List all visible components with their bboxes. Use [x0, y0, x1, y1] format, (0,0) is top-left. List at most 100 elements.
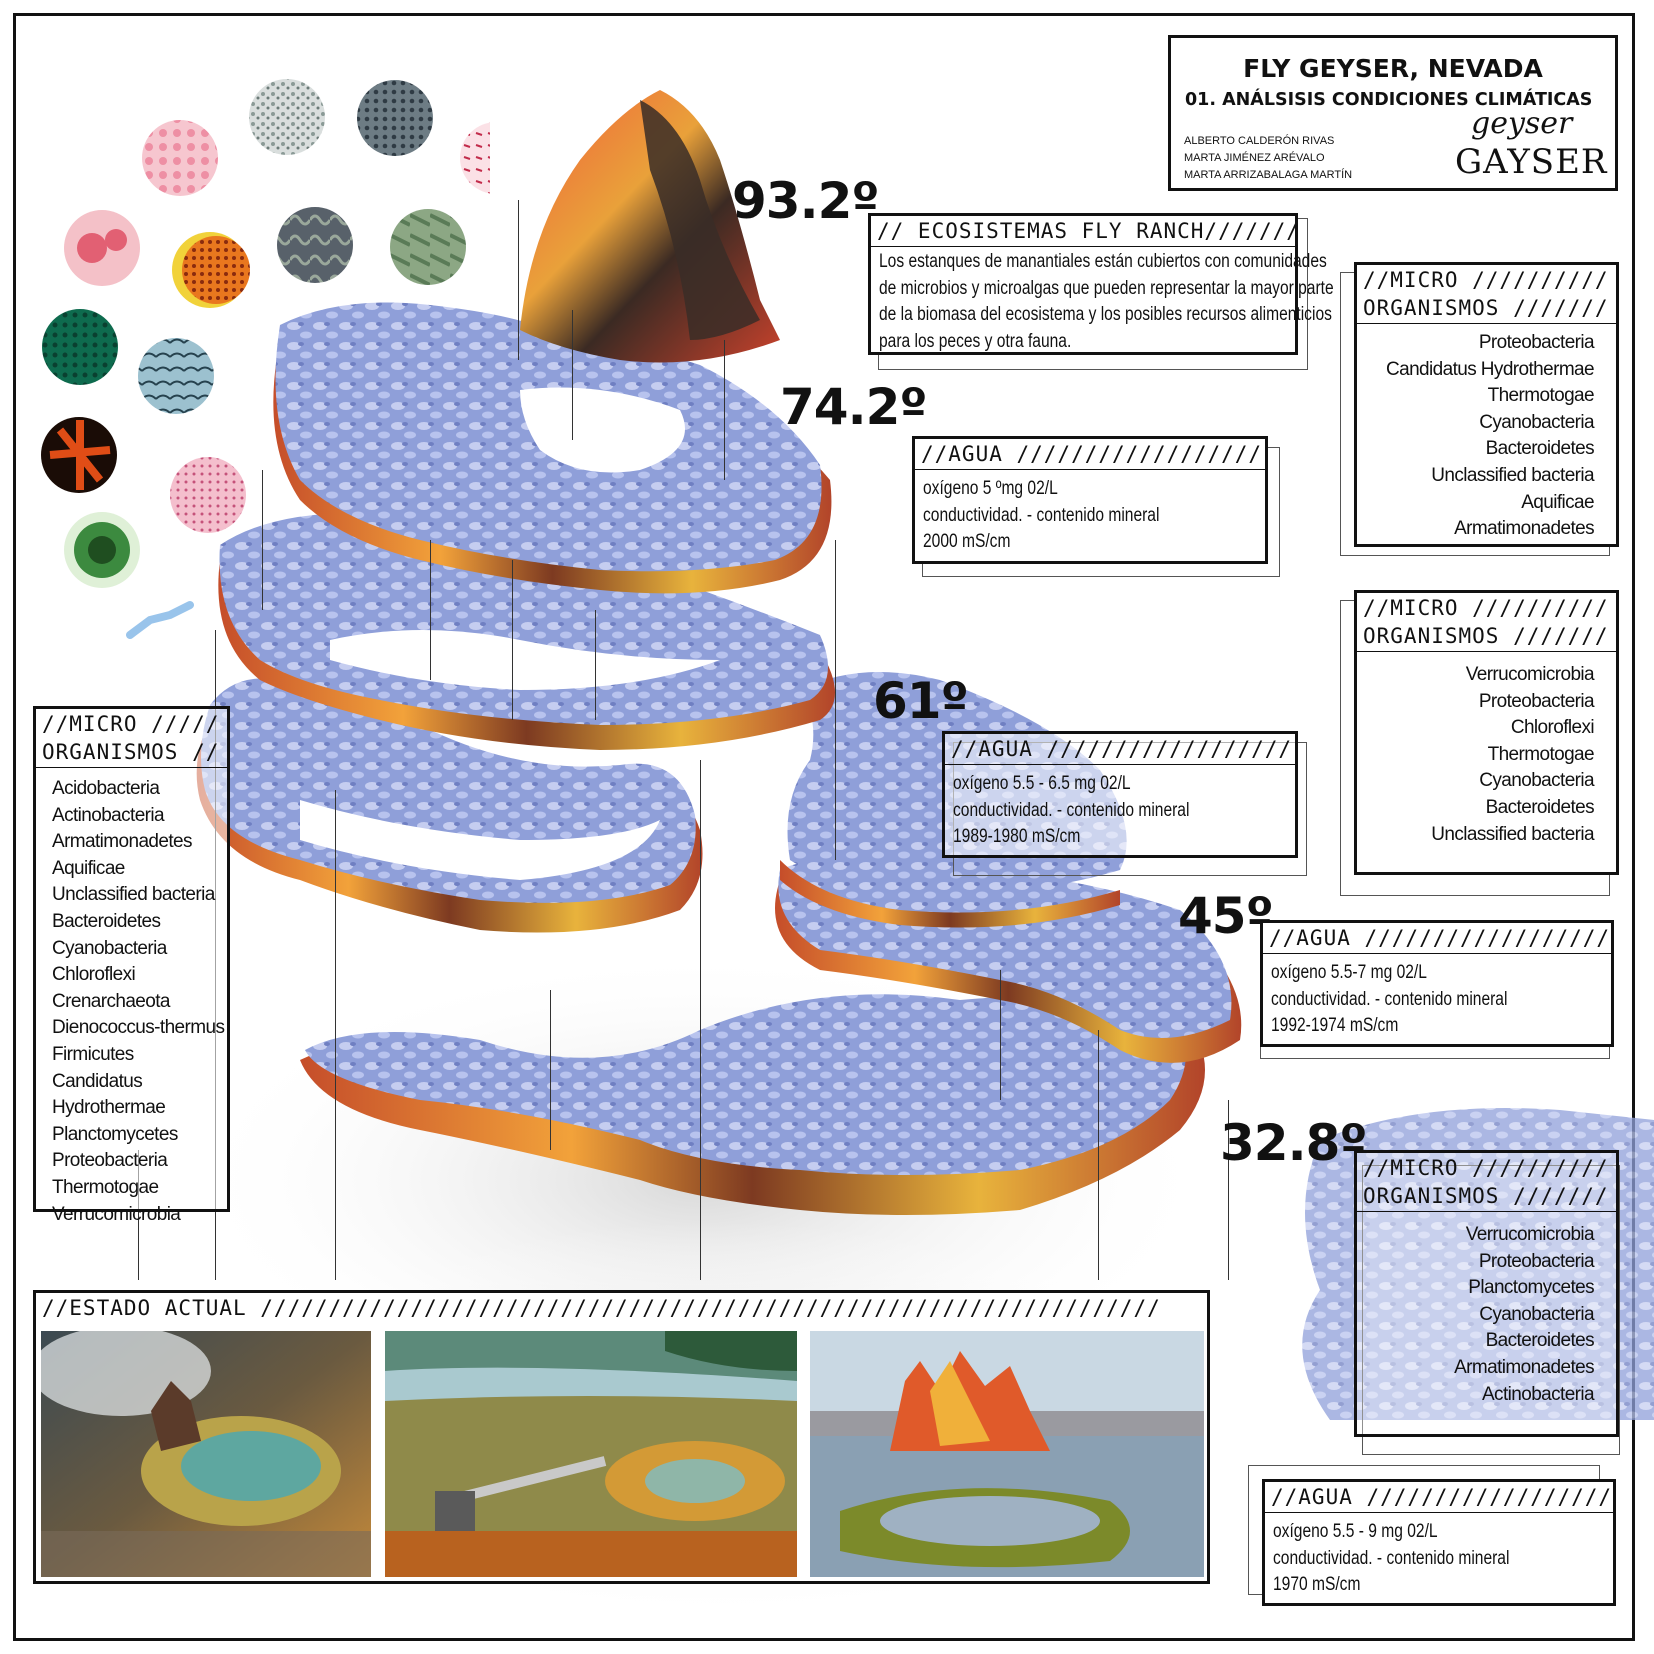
- micro-item: Chloroflexi: [52, 964, 136, 986]
- micro-item: Bacteroidetes: [52, 910, 161, 932]
- water-oxygen: oxígeno 5 ºmg 02/L: [923, 478, 1058, 499]
- water-value: 2000 mS/cm: [923, 531, 1011, 552]
- micro-item: Verrucomicrobia: [52, 1203, 181, 1225]
- temperature-label-93: 93.2º: [732, 172, 880, 230]
- poster-subtitle: 01. ANÁLSISIS CONDICIONES CLIMÁTICAS: [1185, 90, 1593, 110]
- leader-line: [1000, 970, 1001, 1100]
- water-header: //AGUA //////////////////: [915, 439, 1265, 470]
- micro-box-middle: //MICRO ////////// ORGANISMOS /////// Ve…: [1354, 590, 1619, 875]
- temperature-label-45: 45º: [1178, 887, 1274, 945]
- micro-item: Unclassified bacteria: [52, 884, 215, 906]
- micro-header-line: ORGANISMOS ///////: [1357, 621, 1616, 652]
- ecosystem-box: // ECOSISTEMAS FLY RANCH/////// Los esta…: [868, 213, 1334, 355]
- leader-line: [700, 760, 701, 1280]
- water-conductivity: conductividad. - contenido mineral: [923, 504, 1160, 526]
- micro-item: Actinobacteria: [52, 804, 165, 826]
- author-3: MARTA ARRIZABALAGA MARTÍN: [1184, 169, 1353, 181]
- temperature-label-32: 32.8º: [1220, 1114, 1368, 1172]
- water-oxygen: oxígeno 5.5-7 mg 02/L: [1271, 962, 1427, 983]
- micro-item: Thermotogae: [1487, 385, 1595, 407]
- micro-item: Crenarchaeota: [52, 990, 170, 1012]
- title-block: FLY GEYSER, NEVADA 01. ANÁLSISIS CONDICI…: [1168, 35, 1618, 191]
- estado-header: //ESTADO ACTUAL ////////////////////////…: [42, 1296, 1161, 1320]
- leader-line: [724, 340, 725, 480]
- water-value: 1992-1974 mS/cm: [1271, 1015, 1399, 1036]
- micro-header-line: ORGANISMOS ///////: [1357, 1181, 1616, 1212]
- leader-line: [550, 990, 551, 1150]
- micro-item: Proteobacteria: [1478, 332, 1595, 353]
- water-box-4: //AGUA ////////////////// oxígeno 5.5 - …: [1262, 1479, 1616, 1606]
- micro-box-bottom: //MICRO ////////// ORGANISMOS /////// Ve…: [1354, 1150, 1619, 1437]
- micro-header-line: //MICRO //////////: [1363, 596, 1609, 620]
- author-2: MARTA JIMÉNEZ ARÉVALO: [1184, 152, 1325, 164]
- micro-item: Cyanobacteria: [1479, 1303, 1594, 1325]
- leader-line: [835, 540, 836, 860]
- ecosystem-text-line: de la biomasa del ecosistema y los posib…: [879, 304, 1332, 325]
- micro-item: Proteobacteria: [52, 1150, 168, 1172]
- micro-item: Verrucomicrobia: [1465, 664, 1595, 685]
- micro-header-line: //MICRO //////////: [1363, 268, 1609, 292]
- micro-item: Cyanobacteria: [1479, 411, 1594, 433]
- photo-geyser-steam: [41, 1331, 371, 1577]
- micro-list: Proteobacteria Candidatus Hydrothermae T…: [1357, 324, 1616, 543]
- micro-item: Armatimonadetes: [1454, 518, 1595, 540]
- water-conductivity: conductividad. - contenido mineral: [953, 799, 1190, 821]
- micro-header-line: //MICRO //////////: [1363, 1156, 1609, 1180]
- ecosystem-header: // ECOSISTEMAS FLY RANCH///////: [871, 216, 1295, 247]
- micro-item: Chloroflexi: [1510, 717, 1595, 739]
- leader-line: [138, 1150, 139, 1280]
- micro-item: Aquificae: [1521, 491, 1594, 513]
- micro-item: Aquificae: [52, 857, 125, 879]
- leader-line: [572, 310, 573, 440]
- micro-item: Bacteroidetes: [1485, 796, 1595, 818]
- poster-title: FLY GEYSER, NEVADA: [1243, 54, 1543, 83]
- water-header: //AGUA //////////////////: [1263, 923, 1611, 954]
- micro-item: Firmicutes: [52, 1043, 134, 1065]
- ecosystem-text-line: de microbios y microalgas que pueden rep…: [879, 277, 1334, 299]
- micro-item: Proteobacteria: [1478, 1250, 1595, 1272]
- water-box-2: //AGUA ////////////////// oxígeno 5.5 - …: [942, 731, 1298, 858]
- micro-header-line: ORGANISMOS //: [36, 737, 227, 768]
- micro-item: Dienococcus-thermus: [52, 1017, 225, 1039]
- leader-line: [1228, 1100, 1229, 1280]
- logo-script: geyser: [1471, 106, 1573, 141]
- water-header: //AGUA //////////////////: [945, 734, 1295, 765]
- leader-line: [595, 610, 596, 720]
- micro-item: Unclassified bacteria: [1431, 823, 1594, 845]
- water-value: 1970 mS/cm: [1273, 1574, 1361, 1595]
- micro-item: Planctomycetes: [52, 1123, 178, 1145]
- micro-item: Actinobacteria: [1481, 1383, 1595, 1405]
- micro-list: Verrucomicrobia Proteobacteria Chlorofle…: [1357, 652, 1616, 848]
- micro-item: Planctomycetes: [1468, 1277, 1594, 1299]
- leader-line: [430, 540, 431, 680]
- author-1: ALBERTO CALDERÓN RIVAS: [1184, 135, 1335, 147]
- micro-box-left: //MICRO ///// ORGANISMOS // Acidobacteri…: [33, 706, 230, 1225]
- water-conductivity: conductividad. - contenido mineral: [1271, 988, 1508, 1010]
- micro-item: Verrucomicrobia: [1465, 1224, 1595, 1245]
- water-box-3: //AGUA ////////////////// oxígeno 5.5-7 …: [1260, 920, 1614, 1047]
- micro-header-line: ORGANISMOS ///////: [1357, 293, 1616, 324]
- estado-actual-panel: //ESTADO ACTUAL ////////////////////////…: [33, 1290, 1210, 1584]
- micro-list: Acidobacteria Actinobacteria Armatimonad…: [36, 768, 227, 1228]
- micro-item: Cyanobacteria: [52, 937, 167, 959]
- leader-line: [335, 790, 336, 1280]
- water-oxygen: oxígeno 5.5 - 6.5 mg 02/L: [953, 773, 1131, 794]
- leader-line: [262, 470, 263, 610]
- micro-item: Bacteroidetes: [1485, 438, 1595, 460]
- temperature-label-61: 61º: [873, 672, 969, 730]
- poster-frame: [13, 13, 1635, 1641]
- micro-item: Candidatus Hydrothermae: [52, 1070, 166, 1119]
- water-header: //AGUA //////////////////: [1265, 1482, 1613, 1513]
- micro-item: Unclassified bacteria: [1431, 464, 1594, 486]
- micro-item: Candidatus Hydrothermae: [1386, 358, 1595, 380]
- water-oxygen: oxígeno 5.5 - 9 mg 02/L: [1273, 1521, 1438, 1542]
- temperature-label-74: 74.2º: [780, 378, 928, 436]
- micro-item: Proteobacteria: [1478, 690, 1595, 712]
- micro-item: Acidobacteria: [52, 778, 160, 799]
- ecosystem-text-line: para los peces y otra fauna.: [879, 330, 1072, 352]
- water-box-1: //AGUA ////////////////// oxígeno 5 ºmg …: [912, 436, 1268, 564]
- micro-item: Cyanobacteria: [1479, 770, 1594, 792]
- ecosystem-text-line: Los estanques de manantiales están cubie…: [879, 251, 1327, 272]
- leader-line: [512, 560, 513, 720]
- leader-line: [1098, 1030, 1099, 1280]
